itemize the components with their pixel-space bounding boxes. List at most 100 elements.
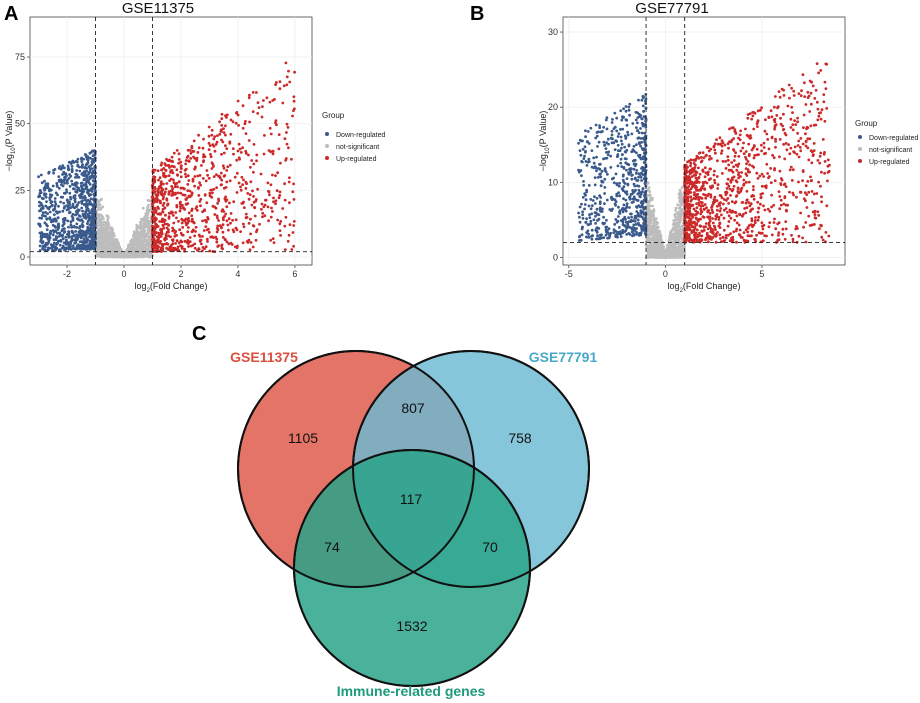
data-point-up-regulated xyxy=(212,144,216,148)
data-point-up-regulated xyxy=(256,101,260,104)
data-point-up-regulated xyxy=(172,165,176,168)
data-point-down-regulated xyxy=(48,189,51,193)
data-point-down-regulated xyxy=(58,165,62,168)
data-point-up-regulated xyxy=(190,217,194,221)
data-point-up-regulated xyxy=(195,156,199,160)
data-point-down-regulated xyxy=(85,236,88,240)
data-point-up-regulated xyxy=(202,153,206,157)
data-point-down-regulated xyxy=(624,209,628,213)
data-point-up-regulated xyxy=(227,217,231,221)
data-point-up-regulated xyxy=(182,207,185,210)
data-point-not-significant xyxy=(647,188,650,192)
data-point-down-regulated xyxy=(597,140,601,144)
data-point-down-regulated xyxy=(57,175,61,179)
data-point-down-regulated xyxy=(37,200,41,204)
data-point-up-regulated xyxy=(204,225,208,229)
data-point-up-regulated xyxy=(205,228,209,232)
data-point-up-regulated xyxy=(225,198,229,202)
data-point-not-significant xyxy=(141,206,145,210)
data-point-down-regulated xyxy=(82,232,85,236)
data-point-down-regulated xyxy=(63,230,67,234)
data-point-up-regulated xyxy=(244,149,248,153)
data-point-up-regulated xyxy=(201,177,205,180)
data-point-down-regulated xyxy=(43,193,46,197)
data-point-up-regulated xyxy=(230,243,234,246)
data-point-up-regulated xyxy=(215,173,218,177)
data-point-up-regulated xyxy=(207,134,211,138)
data-point-down-regulated xyxy=(580,202,583,206)
data-point-down-regulated xyxy=(74,213,77,217)
data-point-down-regulated xyxy=(82,183,86,187)
data-point-up-regulated xyxy=(206,240,209,243)
data-point-down-regulated xyxy=(78,189,82,193)
data-point-up-regulated xyxy=(170,155,174,159)
data-point-down-regulated xyxy=(616,164,620,168)
data-point-not-significant xyxy=(674,218,678,222)
data-point-down-regulated xyxy=(603,186,607,189)
data-point-down-regulated xyxy=(70,165,74,168)
data-point-down-regulated xyxy=(640,167,643,170)
data-point-up-regulated xyxy=(236,149,240,153)
data-point-down-regulated xyxy=(579,169,583,172)
data-point-not-significant xyxy=(98,203,102,207)
data-point-up-regulated xyxy=(268,126,272,130)
data-point-down-regulated xyxy=(595,134,599,138)
data-point-down-regulated xyxy=(615,129,619,133)
data-point-down-regulated xyxy=(621,127,625,131)
data-point-down-regulated xyxy=(614,172,618,176)
data-point-up-regulated xyxy=(194,165,197,169)
data-point-not-significant xyxy=(117,248,120,252)
data-point-down-regulated xyxy=(618,210,621,214)
data-point-not-significant xyxy=(646,221,649,225)
data-point-up-regulated xyxy=(241,222,245,226)
data-point-down-regulated xyxy=(593,183,597,187)
data-point-up-regulated xyxy=(248,248,252,252)
data-point-down-regulated xyxy=(40,214,44,217)
data-point-up-regulated xyxy=(225,205,229,209)
data-point-not-significant xyxy=(648,252,652,256)
data-point-not-significant xyxy=(113,253,117,257)
data-point-down-regulated xyxy=(67,247,71,251)
data-point-not-significant xyxy=(657,233,661,236)
data-point-down-regulated xyxy=(617,132,621,136)
data-point-up-regulated xyxy=(197,194,201,197)
data-point-up-regulated xyxy=(197,187,200,190)
data-point-down-regulated xyxy=(622,203,626,207)
data-point-up-regulated xyxy=(263,134,266,137)
data-point-up-regulated xyxy=(201,210,205,214)
data-point-up-regulated xyxy=(285,122,289,126)
data-point-down-regulated xyxy=(626,222,630,226)
data-point-up-regulated xyxy=(187,226,190,229)
data-point-up-regulated xyxy=(154,193,158,197)
data-point-up-regulated xyxy=(272,241,276,245)
data-point-not-significant xyxy=(137,238,140,242)
data-point-up-regulated xyxy=(242,206,246,210)
data-point-up-regulated xyxy=(192,221,196,225)
data-point-down-regulated xyxy=(621,223,625,227)
data-point-up-regulated xyxy=(256,187,259,191)
data-point-up-regulated xyxy=(213,149,217,153)
data-point-down-regulated xyxy=(603,177,607,181)
data-point-down-regulated xyxy=(604,233,608,237)
data-point-not-significant xyxy=(101,205,105,209)
data-point-down-regulated xyxy=(73,200,77,204)
data-point-up-regulated xyxy=(187,240,191,244)
data-point-not-significant xyxy=(678,225,681,229)
data-point-up-regulated xyxy=(255,228,259,232)
data-point-up-regulated xyxy=(176,191,180,195)
data-point-down-regulated xyxy=(584,150,587,153)
data-point-up-regulated xyxy=(247,238,251,242)
data-point-up-regulated xyxy=(177,241,181,245)
data-point-down-regulated xyxy=(58,210,61,214)
data-point-down-regulated xyxy=(68,245,72,248)
data-point-up-regulated xyxy=(213,205,217,209)
data-point-down-regulated xyxy=(81,229,84,233)
data-point-down-regulated xyxy=(598,124,601,127)
data-point-up-regulated xyxy=(206,217,210,221)
data-point-up-regulated xyxy=(284,215,288,219)
data-point-up-regulated xyxy=(151,217,154,221)
data-point-down-regulated xyxy=(586,140,589,143)
data-point-down-regulated xyxy=(41,246,45,250)
data-point-not-significant xyxy=(108,242,112,246)
